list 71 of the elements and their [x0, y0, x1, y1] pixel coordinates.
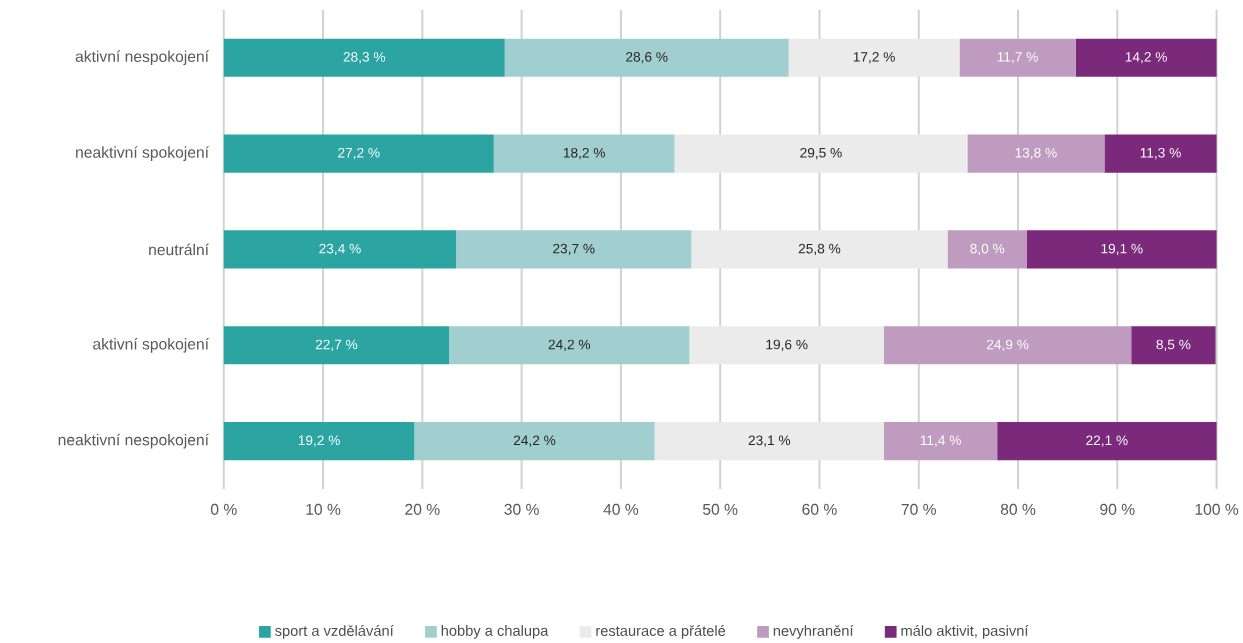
bar: [967, 134, 1105, 173]
legend-label: hobby a chalupa: [441, 625, 549, 639]
data-label: 29,5 %: [800, 148, 842, 160]
data-label: 11,3 %: [1140, 148, 1181, 160]
y-tick-label: aktivní spokojení: [93, 338, 209, 353]
x-tick-label: 100 %: [1195, 503, 1239, 516]
data-label: 13,8 %: [1015, 148, 1057, 160]
bar: [449, 326, 690, 365]
legend-label: nevyhranění: [773, 625, 854, 640]
bar: [691, 230, 948, 269]
legend-label: málo aktivit, pasivní: [901, 625, 1029, 640]
data-label: 24,2 %: [548, 339, 591, 352]
data-label: 23,7 %: [553, 243, 595, 256]
x-tick-label: 0 %: [210, 503, 237, 516]
bar: [414, 422, 655, 461]
data-label: 28,3 %: [343, 52, 386, 64]
data-label: 19,1 %: [1101, 243, 1143, 256]
data-label: 22,1 %: [1086, 435, 1128, 447]
data-label: 27,2 %: [338, 148, 380, 160]
bar: [1026, 230, 1217, 269]
bar: [223, 422, 415, 461]
data-label: 22,7 %: [315, 339, 358, 352]
data-label: 8,0 %: [970, 243, 1005, 256]
bar: [884, 326, 1132, 365]
bar: [223, 230, 457, 269]
data-label: 19,2 %: [298, 435, 340, 447]
x-tick-label: 50 %: [702, 503, 738, 516]
bar: [947, 230, 1027, 269]
bar: [997, 422, 1217, 461]
bar: [493, 134, 675, 173]
data-label: 18,2 %: [563, 148, 605, 160]
bar: [788, 38, 960, 77]
y-tick-label: neutrální: [149, 243, 209, 256]
data-label: 24,9 %: [986, 339, 1029, 352]
data-label: 23,4 %: [319, 243, 361, 256]
bar: [223, 134, 494, 173]
legend-label: restaurace a přátelé: [596, 625, 726, 640]
bar: [223, 38, 505, 77]
data-label: 17,2 %: [853, 52, 895, 64]
data-label: 11,7 %: [997, 52, 1038, 64]
y-tick-label: neaktivní spokojení: [76, 146, 209, 162]
x-tick-label: 60 %: [802, 503, 837, 516]
x-tick-label: 70 %: [901, 503, 936, 516]
y-tick-label: neaktivní nespokojení: [58, 433, 209, 449]
data-label: 23,1 %: [748, 435, 791, 447]
x-tick-label: 40 %: [603, 503, 639, 516]
x-tick-label: 90 %: [1100, 503, 1135, 516]
data-label: 11,4 %: [920, 435, 961, 447]
bar: [223, 326, 450, 365]
bar: [456, 230, 692, 269]
x-tick-label: 20 %: [405, 503, 440, 516]
bar: [959, 38, 1076, 77]
x-tick-label: 30 %: [504, 503, 539, 516]
y-tick-label: aktivní nespokojení: [75, 50, 209, 66]
legend-label: sport a vzdělávání: [275, 625, 394, 640]
bar: [504, 38, 789, 77]
data-label: 25,8 %: [798, 243, 841, 256]
data-label: 24,2 %: [513, 435, 556, 447]
bar: [1131, 326, 1216, 365]
data-label: 8,5 %: [1156, 339, 1191, 352]
bar: [689, 326, 884, 365]
bar: [674, 134, 968, 173]
x-tick-label: 80 %: [1000, 503, 1036, 516]
data-label: 14,2 %: [1125, 52, 1167, 64]
x-tick-label: 10 %: [306, 503, 341, 516]
bar: [884, 422, 998, 461]
bar: [654, 422, 884, 461]
data-label: 28,6 %: [626, 52, 668, 64]
bar: [1075, 38, 1217, 77]
data-label: 19,6 %: [766, 339, 808, 352]
bar: [1104, 134, 1217, 173]
